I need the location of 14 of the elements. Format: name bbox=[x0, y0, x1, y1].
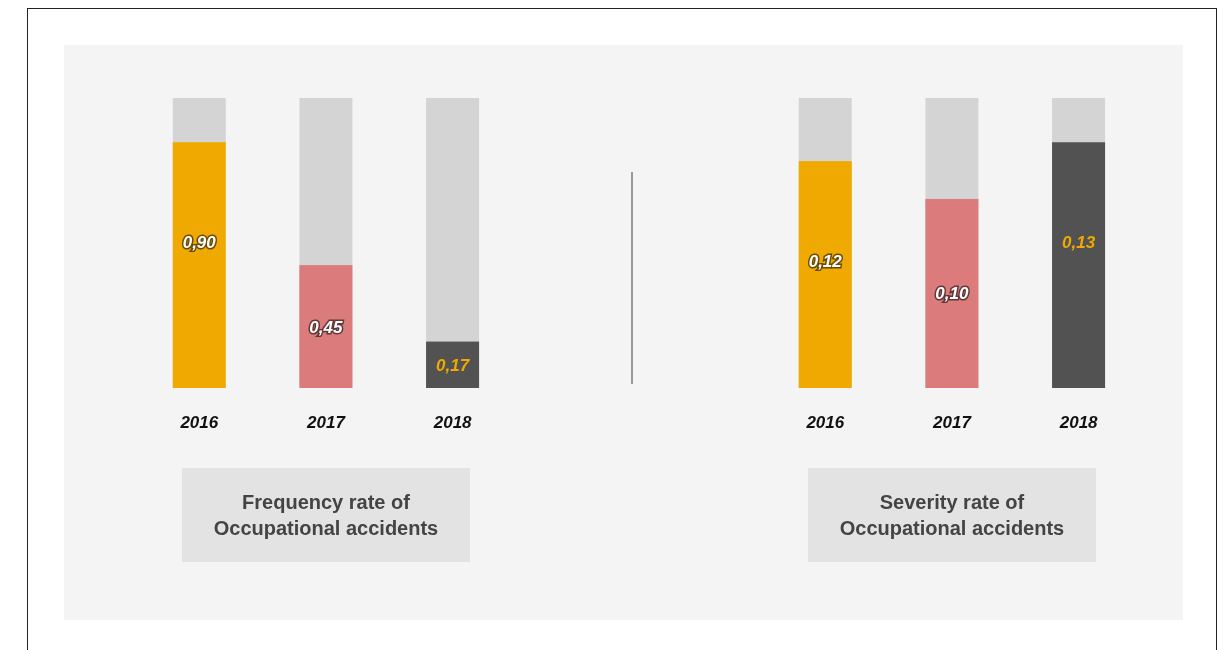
x-tick-label: 2017 bbox=[306, 413, 347, 433]
x-tick-label: 2017 bbox=[932, 413, 973, 433]
data-label: 0,90 bbox=[182, 233, 217, 253]
data-label: 0,45 bbox=[309, 317, 343, 337]
x-tick-label: 2016 bbox=[179, 413, 219, 433]
data-label: 0,13 bbox=[1062, 233, 1096, 253]
x-tick-label: 2018 bbox=[432, 413, 473, 433]
data-label: 0,10 bbox=[935, 284, 969, 304]
x-tick-label: 2016 bbox=[805, 413, 845, 433]
x-tick-label: 2018 bbox=[1058, 413, 1099, 433]
data-label: 0,12 bbox=[808, 252, 843, 272]
data-label: 0,17 bbox=[436, 355, 471, 375]
text: Severity rate of Occupational accidents bbox=[838, 490, 1066, 541]
text: Frequency rate of Occupational accidents bbox=[212, 490, 440, 541]
